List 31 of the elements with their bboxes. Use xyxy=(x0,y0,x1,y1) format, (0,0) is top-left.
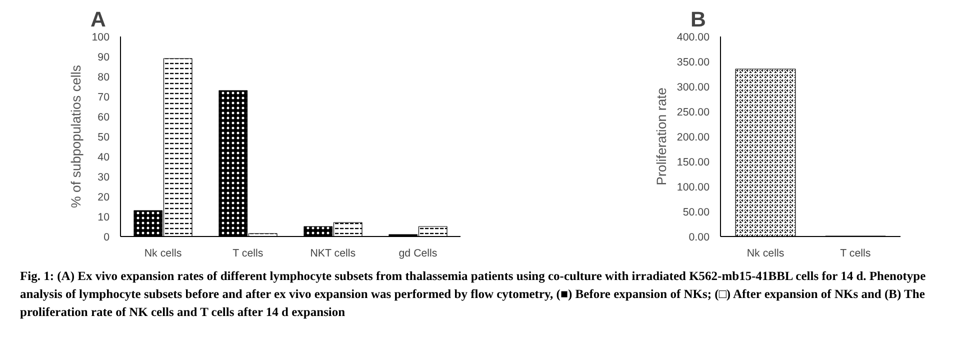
chart-title: A xyxy=(90,8,106,32)
y-tick-label: 40 xyxy=(98,152,110,164)
y-tick-label: 20 xyxy=(98,192,110,204)
x-tick-label: NKT cells xyxy=(310,248,356,260)
y-tick-label: 50.00 xyxy=(682,206,710,218)
y-tick-label: 30 xyxy=(98,172,110,184)
x-tick-label: Nk cells xyxy=(144,248,182,260)
caption: Fig. 1: (A) Ex vivo expansion rates of different lymphocyte subsets from thalassemia patients using co-culture with irradiated K562-mb15-41BBL cells for 14 d. Phenotype analysis of lymphocyte subsets before and after ex vivo expansion was performed by flow cytometry, (■) Before expansion of NKs; (□) After expansion of NKs and (B) The proliferation rate of NK cells and T cells after 14 d expansion xyxy=(20,268,927,322)
y-tick-label: 250.00 xyxy=(676,106,710,118)
y-tick-label: 70 xyxy=(98,92,110,104)
y-tick-label: 50 xyxy=(98,132,110,144)
y-tick-label: 60 xyxy=(98,112,110,124)
y-tick-label: 10 xyxy=(98,212,110,224)
y-tick-label: 200.00 xyxy=(676,132,710,144)
y-axis-title: % of subpopulatios cells xyxy=(68,64,84,208)
y-tick-label: 300.00 xyxy=(676,82,710,94)
x-tick-label: T cells xyxy=(232,248,264,260)
y-tick-label: 100 xyxy=(92,32,110,44)
y-tick-label: 0 xyxy=(104,232,110,244)
y-axis-title: Proliferation rate xyxy=(654,88,669,186)
x-tick-label: Nk cells xyxy=(746,248,784,260)
y-tick-label: 90 xyxy=(98,52,110,64)
x-tick-label: T cells xyxy=(840,248,871,260)
y-tick-label: 150.00 xyxy=(676,156,710,168)
y-tick-label: 0.00 xyxy=(688,232,710,244)
chart-title: B xyxy=(690,8,706,32)
y-tick-label: 80 xyxy=(98,72,110,84)
y-tick-label: 350.00 xyxy=(676,56,710,68)
x-tick-label: gd Cells xyxy=(398,248,438,260)
y-tick-label: 400.00 xyxy=(676,32,710,44)
y-tick-label: 100.00 xyxy=(676,182,710,194)
